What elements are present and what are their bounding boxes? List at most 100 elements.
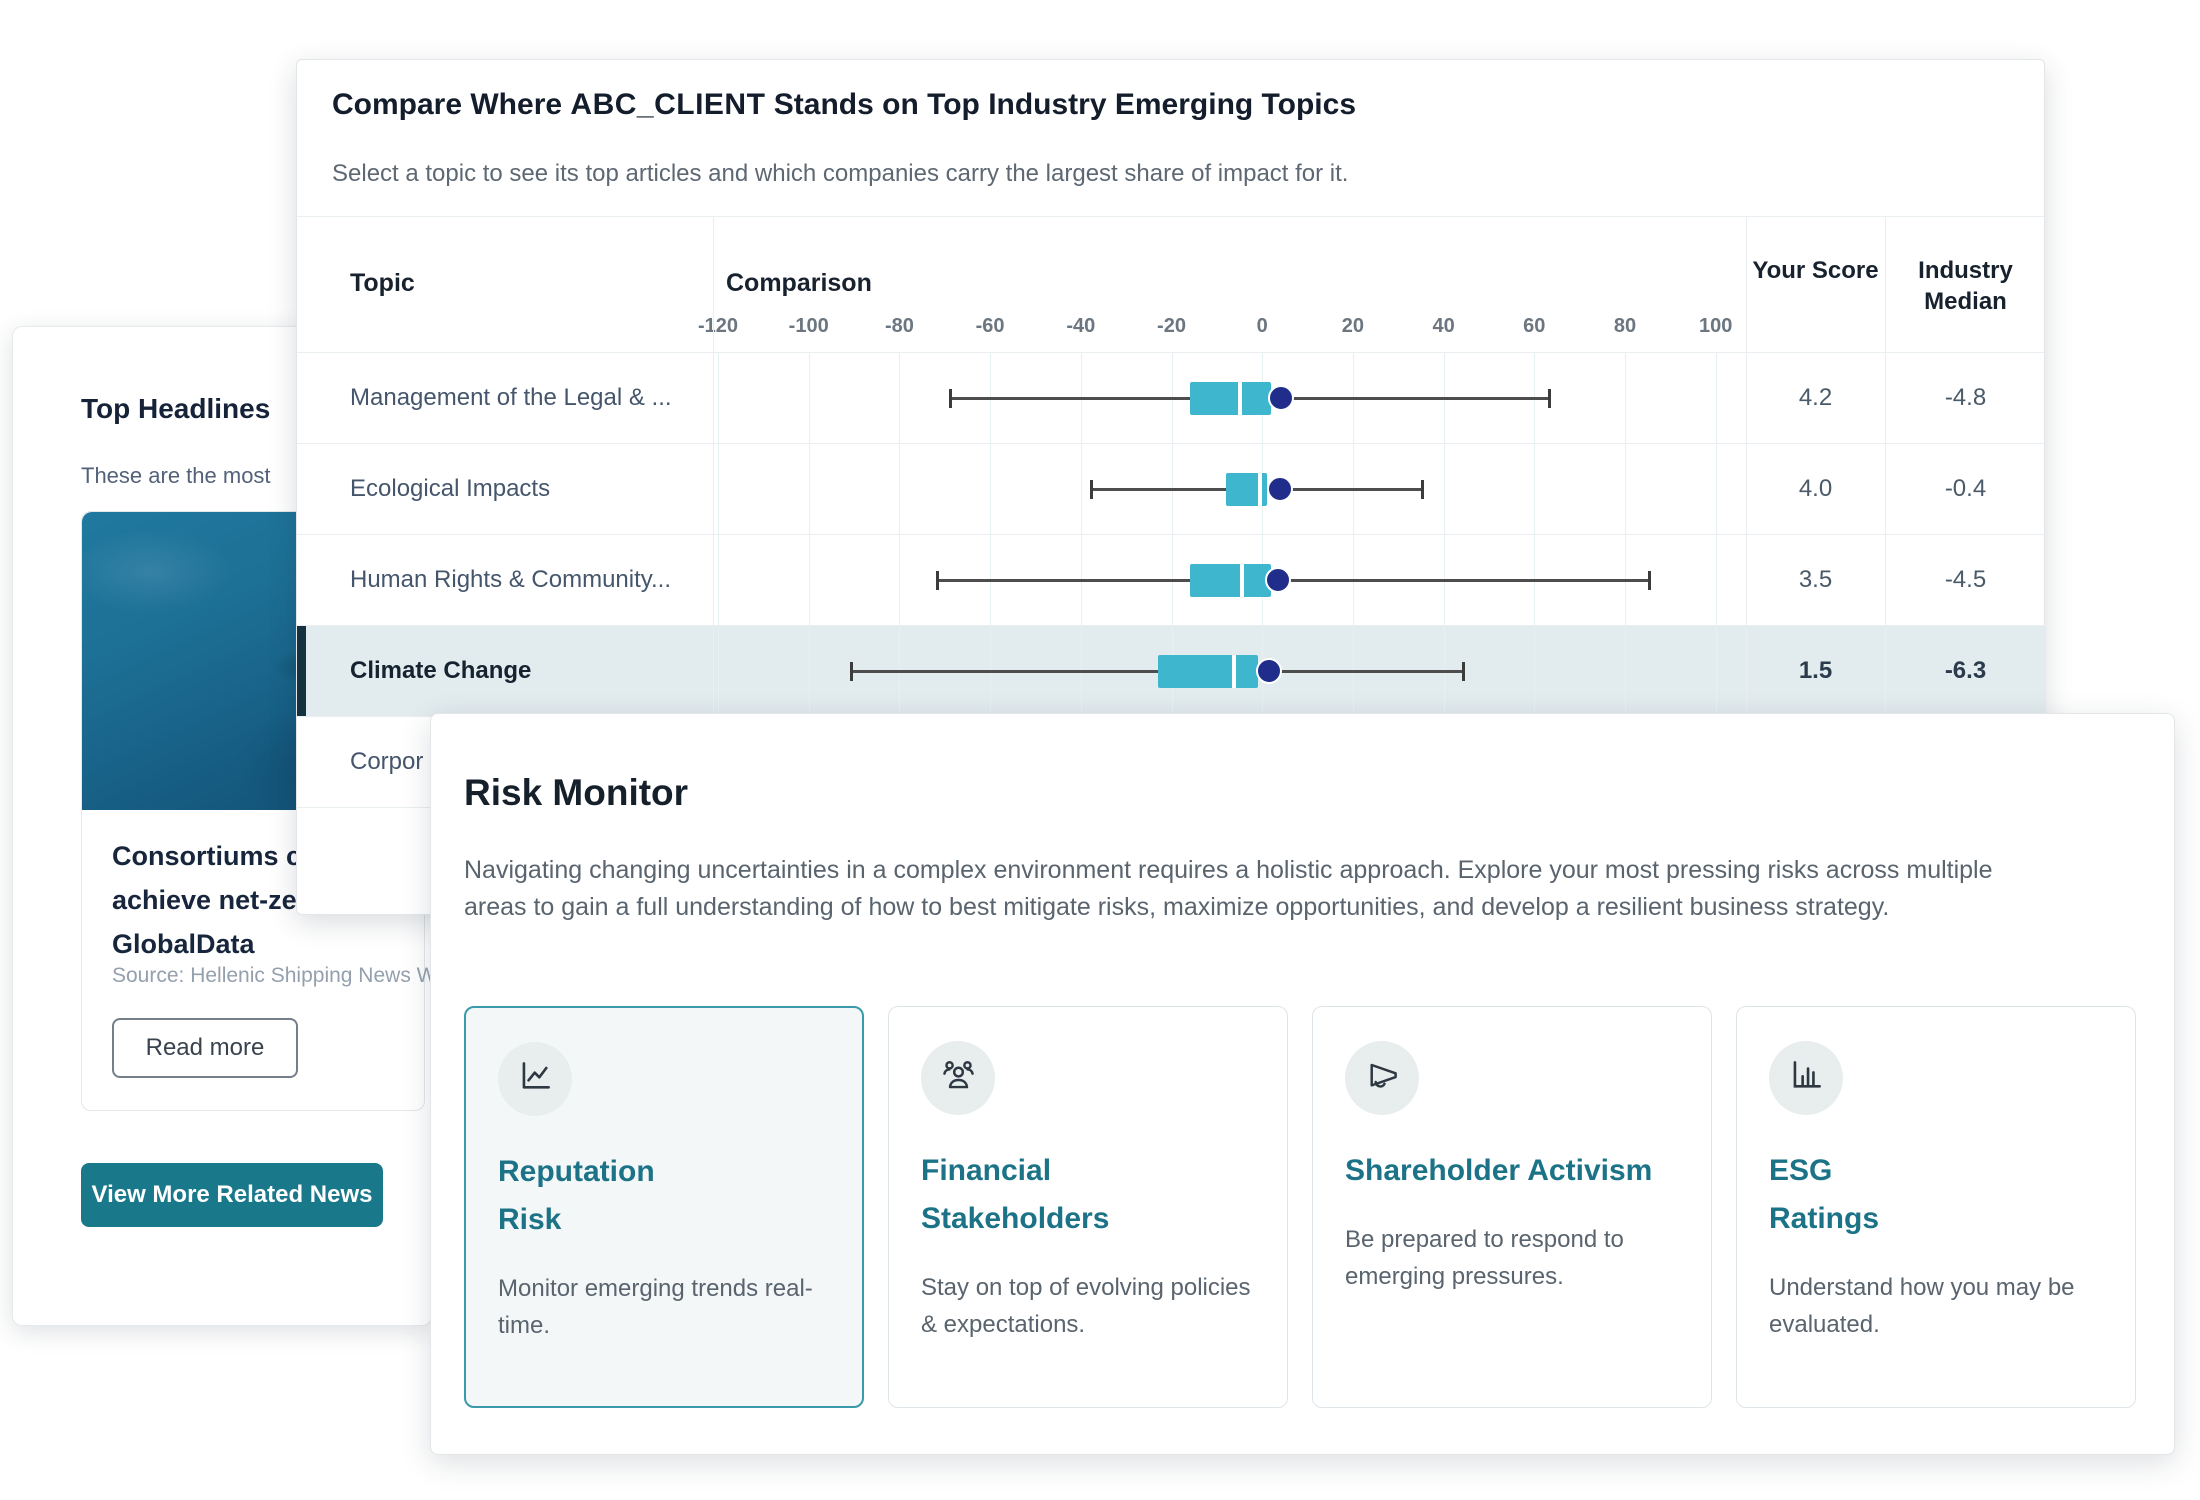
industry-median-marker <box>1238 382 1243 415</box>
client-name: ABC_CLIENT <box>570 88 766 121</box>
article-title: Consortiums ca achieve net-zer GlobalData <box>112 834 316 966</box>
view-more-related-news-button[interactable]: View More Related News <box>81 1163 383 1227</box>
risk-card-body: Be prepared to respond to emerging press… <box>1345 1226 1624 1290</box>
risk-card-financial-stakeholders[interactable]: Financial Stakeholders Stay on top of evol… <box>888 1006 1288 1408</box>
icon-circle <box>1345 1041 1419 1115</box>
gridline <box>808 535 810 625</box>
whisker-cap-high <box>1547 389 1551 408</box>
your-score-value: 3.5 <box>1798 566 1833 593</box>
gridline <box>899 353 901 443</box>
icon-circle <box>921 1041 995 1115</box>
risk-card-title: ESG Ratings <box>1769 1147 2103 1243</box>
gridline <box>718 353 719 443</box>
article-title-line: GlobalData <box>112 929 255 959</box>
risk-monitor-title: Risk Monitor <box>464 772 689 813</box>
comparison-cell <box>713 535 1746 625</box>
column-header-topic: Topic <box>350 269 415 297</box>
axis-tick-label: -40 <box>1066 315 1096 337</box>
gridline <box>808 353 810 443</box>
gridline <box>1625 626 1626 716</box>
title-suffix: Stands on Top Industry Emerging Topics <box>773 88 1357 121</box>
your-score-value: 1.5 <box>1798 657 1833 684</box>
column-header-comparison: Comparison <box>726 269 872 297</box>
gridline <box>1715 444 1717 534</box>
gridline <box>899 535 901 625</box>
whisker-cap-low <box>849 662 853 681</box>
headlines-title: Top Headlines <box>81 393 271 424</box>
topic-label: Ecological Impacts <box>350 475 551 502</box>
risk-card-title-line: Stakeholders <box>921 1202 1110 1235</box>
whisker-line <box>849 670 1462 673</box>
whisker-cap-high <box>1461 662 1465 681</box>
risk-card-title: Shareholder Activism <box>1345 1147 1679 1195</box>
risk-card-title: Financial Stakeholders <box>921 1147 1255 1243</box>
gridline <box>1715 535 1717 625</box>
comparison-cell <box>713 626 1746 716</box>
risk-card-body: Stay on top of evolving policies & expec… <box>921 1274 1251 1338</box>
topics-table-header: Topic Comparison -120 -100 -80 -60 -40 -20 0 20… <box>297 216 2046 353</box>
industry-median-marker <box>1258 473 1263 506</box>
risk-card-shareholder-activism[interactable]: Shareholder Activism Be prepared to respo… <box>1312 1006 1712 1408</box>
box-iqr <box>1157 655 1258 688</box>
whisker-cap-low <box>935 571 939 590</box>
risk-monitor-description: Navigating changing uncertainties in a c… <box>464 856 1993 921</box>
article-title-line: achieve net-zer <box>112 885 308 915</box>
gridline <box>1625 444 1626 534</box>
title-prefix: Compare Where <box>332 88 563 121</box>
whisker-line <box>935 579 1648 582</box>
axis-tick-label: 60 <box>1523 315 1546 337</box>
icon-circle <box>498 1042 572 1116</box>
topic-label: Human Rights & Community... <box>350 566 671 593</box>
risk-monitor-panel: Risk Monitor Navigating changing uncerta… <box>430 713 2175 1455</box>
article-title-line: Consortiums ca <box>112 841 317 871</box>
gridline <box>1715 626 1717 716</box>
risk-card-reputation-risk[interactable]: Reputation Risk Monitor emerging trends re… <box>464 1006 864 1408</box>
box-iqr <box>1189 382 1272 415</box>
axis-tick-label: 80 <box>1613 315 1637 337</box>
whisker-cap-low <box>949 389 953 408</box>
headlines-subtitle: These are the most <box>81 463 271 488</box>
column-divider <box>1885 216 1886 808</box>
gridline <box>1534 626 1536 716</box>
table-row-climate-change[interactable]: Climate Change 1.5 -6.3 <box>297 626 2046 717</box>
article-source: Source: Hellenic Shipping News W <box>112 964 437 987</box>
axis-tick-label: 40 <box>1432 315 1455 337</box>
risk-card-title-line: Shareholder Activism <box>1345 1154 1653 1187</box>
gridline <box>718 444 719 534</box>
risk-card-title-line: Financial <box>921 1154 1052 1187</box>
risk-card-esg-ratings[interactable]: ESG Ratings Understand how you may be eval… <box>1736 1006 2136 1408</box>
column-header-industry-median: Industry Median <box>1918 257 2013 315</box>
gridline <box>899 444 901 534</box>
axis-tick-label: -20 <box>1157 315 1186 337</box>
compare-panel-title: Compare Where ABC_CLIENT Stands on Top I… <box>332 88 1356 122</box>
column-divider <box>1746 216 1747 808</box>
your-score-dot <box>1256 658 1282 684</box>
axis-tick-label: -80 <box>884 315 914 337</box>
gridline <box>808 626 810 716</box>
axis-tick-label: 20 <box>1341 315 1365 337</box>
risk-cards: Reputation Risk Monitor emerging trends re… <box>464 1006 2136 1408</box>
gridline <box>1625 353 1626 443</box>
column-divider <box>713 216 714 808</box>
line-chart-icon <box>517 1058 554 1100</box>
table-row-management-of-the-legal[interactable]: Management of the Legal & ... 4.2 -4.8 <box>297 353 2046 444</box>
risk-card-title-line: Risk <box>498 1203 562 1236</box>
gridline <box>1080 444 1082 534</box>
industry-median-value: -0.4 <box>1944 475 1987 502</box>
axis-tick-label: 100 <box>1699 315 1733 337</box>
icon-circle <box>1769 1041 1843 1115</box>
risk-card-title: Reputation Risk <box>498 1148 830 1244</box>
your-score-value: 4.0 <box>1798 475 1833 502</box>
table-row-human-rights-community[interactable]: Human Rights & Community... 3.5 -4.5 <box>297 535 2046 626</box>
gridline <box>1534 444 1536 534</box>
axis-tick-label: -120 <box>697 315 739 337</box>
axis-tick-label: 0 <box>1256 315 1268 337</box>
your-score-dot <box>1268 385 1295 411</box>
risk-card-title-line: ESG <box>1769 1154 1833 1187</box>
industry-median-marker <box>1239 564 1244 597</box>
read-more-button[interactable]: Read more <box>112 1018 298 1078</box>
comparison-cell <box>713 353 1746 443</box>
topic-label: Climate Change <box>350 657 532 684</box>
bar-chart-icon <box>1788 1057 1825 1099</box>
table-row-ecological-impacts[interactable]: Ecological Impacts 4.0 -0.4 <box>297 444 2046 535</box>
